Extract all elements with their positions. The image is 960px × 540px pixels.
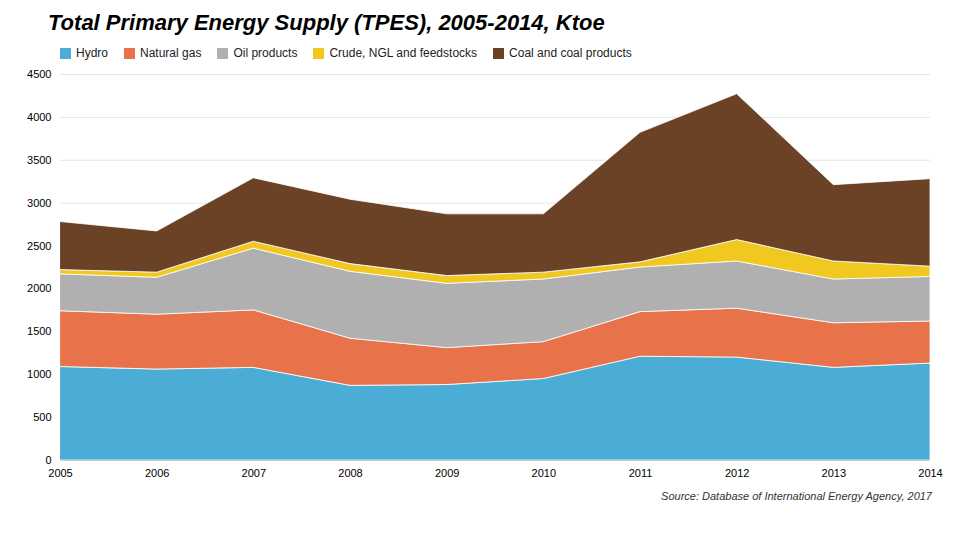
html-text:Hydro: Hydro	[76, 46, 108, 60]
svg-text:2000: 2000	[27, 282, 51, 294]
svg-text:1500: 1500	[27, 325, 51, 337]
html-text:Source: Database of Internatio: Source: Database of International Energy…	[661, 490, 932, 502]
svg-text:2008: 2008	[338, 467, 362, 479]
svg-text:2006: 2006	[145, 467, 169, 479]
svg-text:1000: 1000	[27, 368, 51, 380]
svg-text:3000: 3000	[27, 197, 51, 209]
svg-text:3500: 3500	[27, 154, 51, 166]
svg-text:2014: 2014	[918, 467, 942, 479]
html-text:Coal and coal products: Coal and coal products	[509, 46, 632, 60]
svg-text:2005: 2005	[48, 467, 72, 479]
svg-text:2012: 2012	[725, 467, 749, 479]
svg-text:4500: 4500	[27, 68, 51, 80]
html-text:Oil products: Oil products	[233, 46, 298, 60]
svg-text:0: 0	[45, 454, 51, 466]
svg-text:2007: 2007	[242, 467, 266, 479]
svg-text:2010: 2010	[532, 467, 556, 479]
svg-text:2500: 2500	[27, 240, 51, 252]
html-text:Crude, NGL and feedstocks: Crude, NGL and feedstocks	[329, 46, 478, 60]
svg-text:4000: 4000	[27, 111, 51, 123]
html-text:Natural gas: Natural gas	[140, 46, 202, 60]
html-text:Total Primary Energy Supply (T: Total Primary Energy Supply (TPES), 2005…	[48, 10, 605, 35]
svg-text:2009: 2009	[435, 467, 459, 479]
svg-text:500: 500	[33, 411, 51, 423]
svg-text:2013: 2013	[822, 467, 846, 479]
svg-text:2011: 2011	[629, 467, 653, 479]
